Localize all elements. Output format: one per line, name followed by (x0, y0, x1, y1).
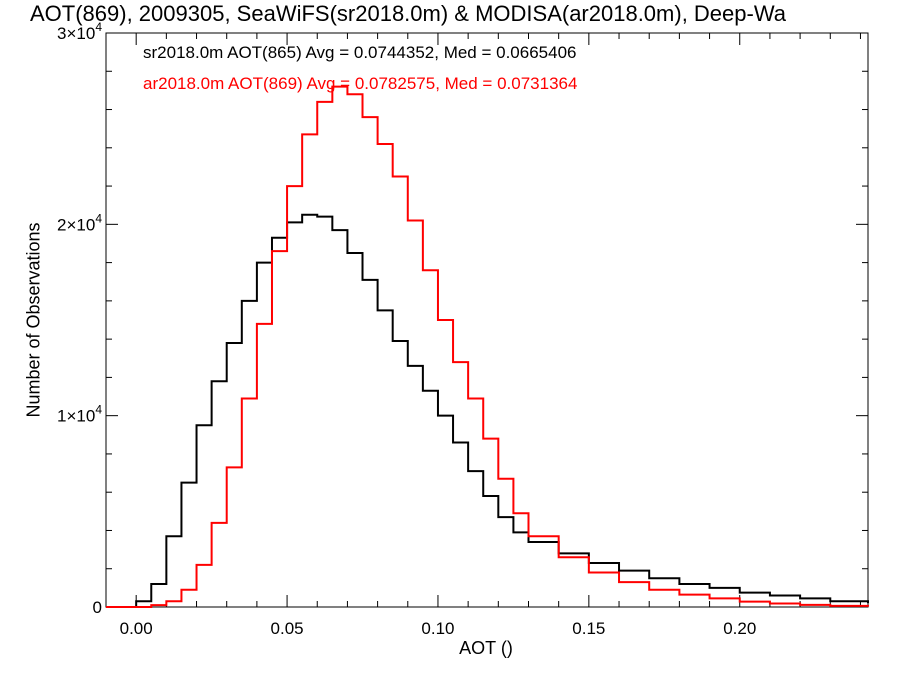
x-tick-label: 0.20 (723, 619, 756, 638)
tick-labels: 0.00 0.05 0.10 0.15 0.20 0 1×104 2×104 3×104 (57, 20, 756, 638)
series-line-1 (106, 213, 869, 608)
x-tick-label: 0.15 (572, 619, 605, 638)
x-tick-label: 0.05 (271, 619, 304, 638)
series-line-2 (106, 85, 869, 608)
x-axis-title: AOT () (459, 638, 513, 658)
chart-title: AOT(869), 2009305, SeaWiFS(sr2018.0m) & … (30, 1, 787, 26)
x-tick-label: 0.00 (120, 619, 153, 638)
plot-frame (105, 32, 869, 608)
legend-entry-series-1: sr2018.0m AOT(865) Avg = 0.0744352, Med … (143, 43, 577, 62)
tick-marks (105, 32, 868, 608)
x-tick-label: 0.10 (421, 619, 454, 638)
axes (105, 32, 869, 608)
y-axis-title: Number of Observations (23, 222, 44, 418)
y-tick-label: 1×104 (57, 403, 102, 426)
y-tick-label: 2×104 (57, 211, 102, 234)
y-tick-label: 0 (93, 598, 102, 617)
series-lines (106, 85, 869, 608)
y-tick-label: 3×104 (57, 20, 102, 43)
legend-entry-series-2: ar2018.0m AOT(869) Avg = 0.0782575, Med … (143, 74, 578, 93)
